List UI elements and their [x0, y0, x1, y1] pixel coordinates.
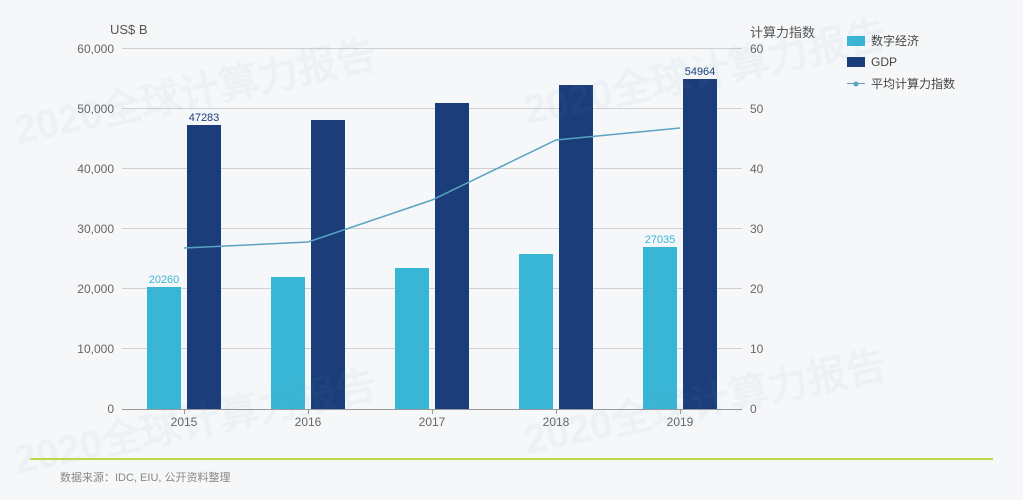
legend-label: 数字经济 — [871, 32, 919, 49]
xtick-mark — [680, 409, 681, 414]
ytick-left: 50,000 — [77, 102, 114, 116]
xtick-mark — [308, 409, 309, 414]
legend-item: 平均计算力指数 — [847, 75, 955, 92]
right-axis-title: 计算力指数 — [750, 22, 815, 41]
ytick-left: 20,000 — [77, 282, 114, 296]
legend: 数字经济 GDP 平均计算力指数 — [847, 32, 955, 98]
xtick-mark — [556, 409, 557, 414]
ytick-right: 20 — [750, 282, 763, 296]
ytick-left: 30,000 — [77, 222, 114, 236]
line-series — [122, 50, 742, 409]
xtick-mark — [184, 409, 185, 414]
gridline — [122, 48, 742, 49]
legend-label: GDP — [871, 55, 897, 69]
ytick-right: 10 — [750, 342, 763, 356]
ytick-right: 50 — [750, 102, 763, 116]
ytick-right: 60 — [750, 42, 763, 56]
left-axis-title: US$ B — [110, 22, 148, 37]
xtick: 2018 — [543, 415, 570, 429]
xtick: 2015 — [171, 415, 198, 429]
ytick-left: 10,000 — [77, 342, 114, 356]
ytick-right: 0 — [750, 402, 757, 416]
legend-swatch — [847, 36, 865, 46]
plot-area: 010,00020,00030,00040,00050,00060,000010… — [122, 50, 742, 410]
xtick-mark — [432, 409, 433, 414]
legend-item: GDP — [847, 55, 955, 69]
ytick-left: 40,000 — [77, 162, 114, 176]
ytick-right: 30 — [750, 222, 763, 236]
ytick-left: 0 — [107, 402, 114, 416]
xtick: 2016 — [295, 415, 322, 429]
footer-source: 数据来源：IDC, EIU, 公开资料整理 — [60, 469, 231, 485]
legend-swatch — [847, 83, 865, 84]
ytick-right: 40 — [750, 162, 763, 176]
chart-container: US$ B 计算力指数 010,00020,00030,00040,00050,… — [50, 20, 970, 440]
ytick-left: 60,000 — [77, 42, 114, 56]
legend-swatch — [847, 57, 865, 67]
footer-divider — [30, 458, 993, 460]
xtick: 2017 — [419, 415, 446, 429]
xtick: 2019 — [667, 415, 694, 429]
legend-item: 数字经济 — [847, 32, 955, 49]
legend-label: 平均计算力指数 — [871, 75, 955, 92]
